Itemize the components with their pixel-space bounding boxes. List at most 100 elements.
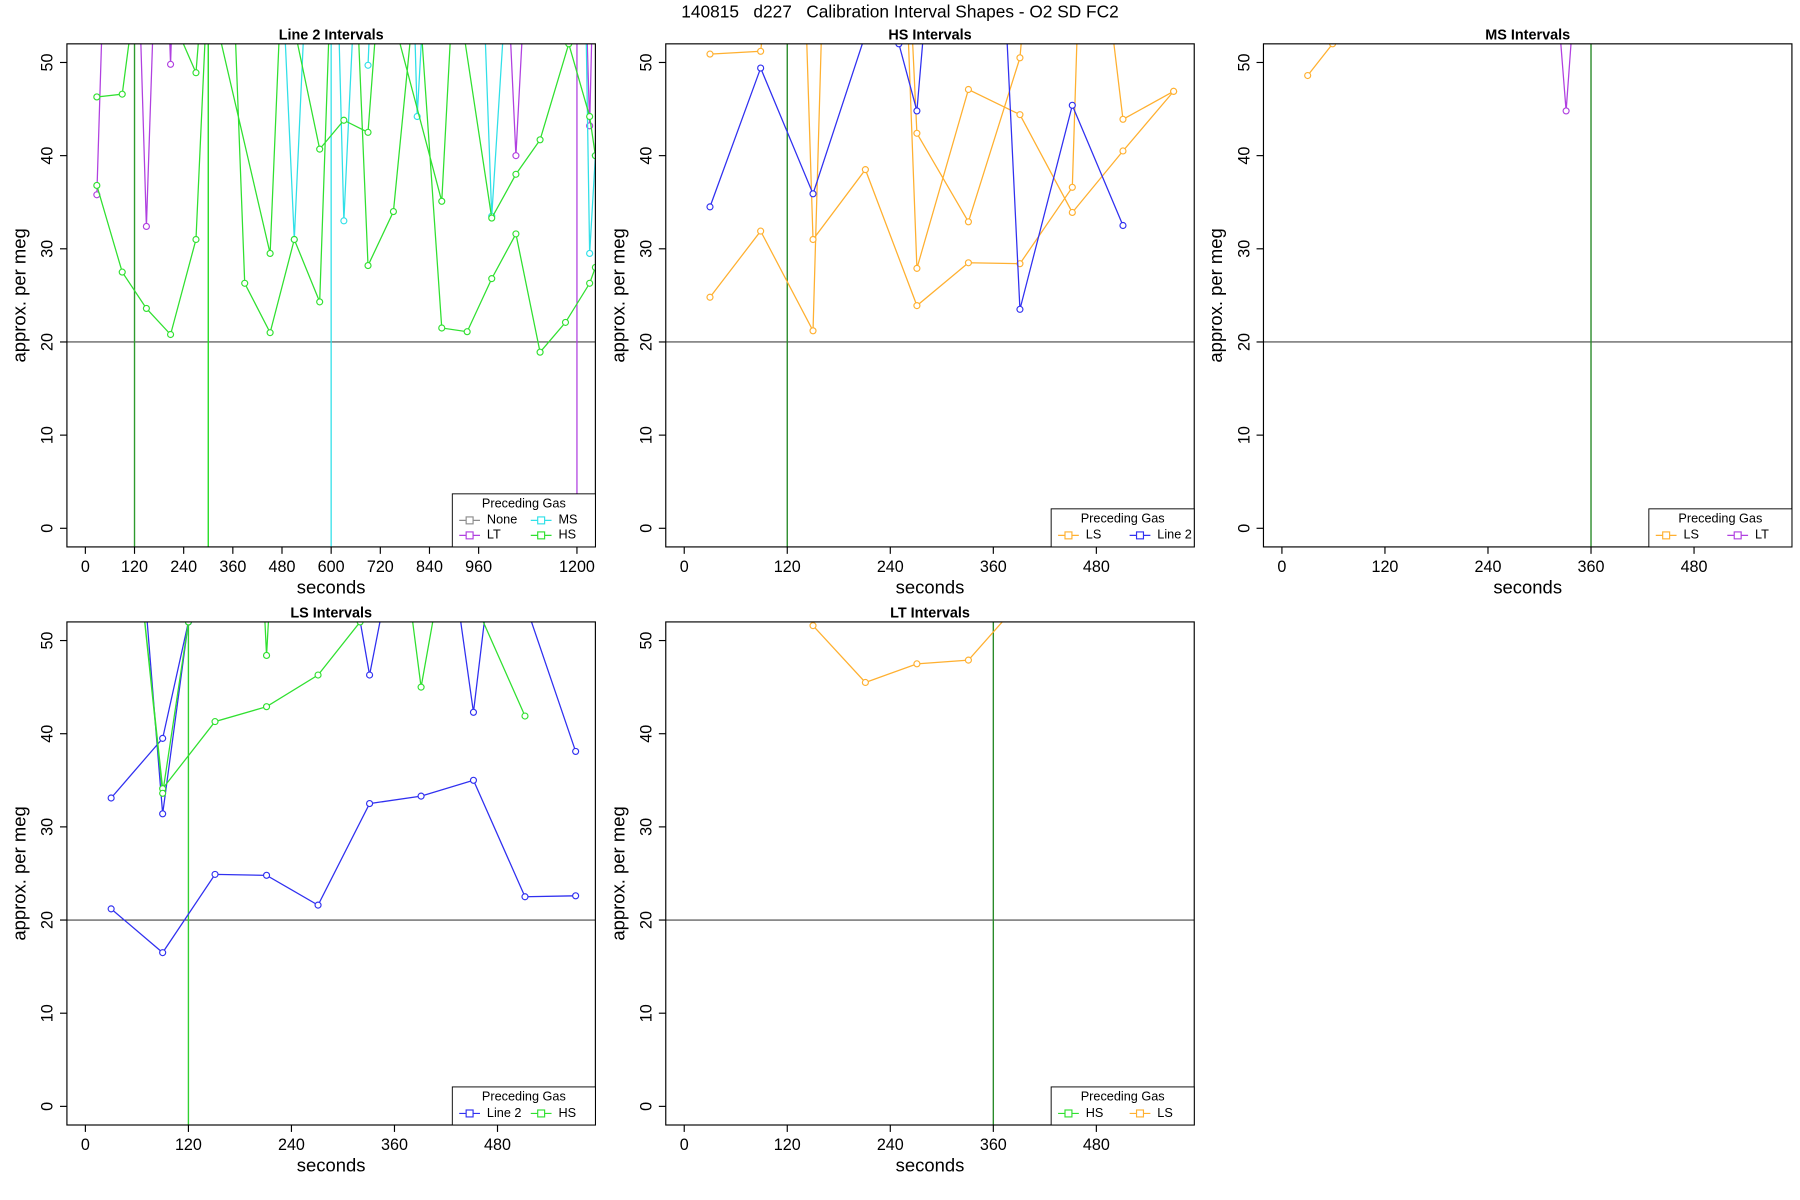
data-point [913,107,921,115]
y-axis-label: approx. per meg [607,806,628,940]
data-point [591,152,596,160]
data-point [159,810,167,818]
x-tick-label: 240 [278,1136,305,1154]
legend-label: MS [558,513,577,527]
x-axis-label: seconds [1493,576,1562,597]
legend-label: Line 2 [487,1106,522,1120]
plot-frame [1262,43,1793,548]
x-tick-label: 0 [1277,558,1286,576]
y-tick-label: 30 [638,240,656,258]
y-tick-label: 40 [39,725,57,743]
x-tick-label: 120 [175,1136,202,1154]
plot-frame [66,621,596,1126]
y-tick-label: 50 [39,632,57,650]
data-point [159,789,167,797]
legend-title: Preceding Gas [482,1090,566,1104]
data-point [314,671,322,679]
legend-marker [1662,531,1671,540]
data-point [1119,147,1127,155]
x-tick-label: 480 [1083,1136,1110,1154]
data-point [262,871,271,879]
data-point [417,683,425,691]
legend-marker [1135,531,1145,540]
x-tick-label: 120 [774,558,801,576]
data-point [1016,54,1024,62]
data-point [913,302,921,310]
data-point [93,181,101,190]
legend-box [1050,508,1195,548]
data-point [166,330,175,339]
data-point [389,207,397,216]
series-line [1307,43,1334,76]
data-point [364,61,372,69]
x-tick-label: 360 [980,1136,1007,1154]
data-point [316,298,324,306]
legend-label: LS [1683,528,1699,542]
legend-marker [537,531,546,540]
legend-title: Preceding Gas [482,497,566,511]
data-point [107,905,115,913]
data-point [266,249,274,258]
plot-area [665,621,1195,1125]
data-point [1016,111,1024,119]
legend-label: HS [558,1106,576,1120]
data-point [809,190,817,198]
panel: LS Intervals seconds approx. per meg 0 120 24… [9,606,596,1175]
legend-marker [1064,1109,1073,1118]
data-point [706,203,714,211]
data-point [211,870,219,878]
data-point [1304,71,1312,80]
legend-title: Preceding Gas [1081,1090,1165,1104]
y-tick-label: 10 [638,426,656,444]
data-point [107,794,115,802]
data-point [159,734,167,742]
y-tick-label: 10 [1235,426,1253,444]
data-point [757,227,765,235]
data-point [572,747,580,755]
x-tick-label: 0 [680,1136,689,1154]
x-tick-label: 360 [219,558,246,576]
y-tick-label: 30 [638,818,656,836]
legend-label: LT [1755,528,1769,542]
data-point [211,718,219,726]
x-tick-label: 120 [1371,558,1398,576]
y-tick-label: 50 [638,53,656,71]
data-point [706,293,714,301]
series-line [96,43,596,354]
data-point [469,708,478,716]
data-point [340,217,348,225]
legend-box [451,1086,596,1126]
data-point [586,249,594,258]
data-point [809,327,817,335]
data-point [1068,208,1076,217]
x-tick-label: 360 [381,1136,408,1154]
series-line [812,621,1004,684]
data-point [913,129,921,137]
y-tick-label: 40 [39,147,57,165]
data-point [1170,87,1178,95]
y-tick-label: 0 [39,524,57,533]
x-tick-label: 0 [81,1136,90,1154]
plot-area [1263,43,1792,547]
data-point [364,128,372,136]
legend-label: LS [1157,1106,1173,1120]
legend-marker [1064,531,1073,540]
legend-label: LT [487,528,501,542]
data-point [192,235,200,244]
plot-area [66,43,596,547]
x-tick-label: 360 [1578,558,1605,576]
data-point [118,268,126,276]
data-point [861,678,869,687]
x-tick-label: 0 [680,558,689,576]
x-tick-label: 480 [1681,558,1708,576]
data-point [316,145,324,153]
y-tick-label: 20 [638,911,656,929]
data-point [438,324,446,332]
x-tick-label: 600 [318,558,345,576]
x-tick-label: 120 [774,1136,801,1154]
x-tick-label: 120 [121,558,148,576]
series-line [709,43,1175,334]
legend-title: Preceding Gas [1081,512,1165,526]
panel: LT Intervals seconds approx. per meg 0 120 24… [607,606,1195,1175]
